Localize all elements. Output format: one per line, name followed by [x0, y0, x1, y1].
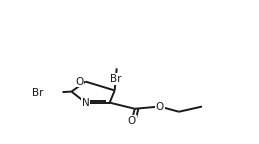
Text: O: O — [156, 102, 164, 112]
Text: O: O — [75, 77, 84, 87]
Text: Br: Br — [32, 88, 44, 98]
Text: N: N — [82, 98, 89, 108]
Text: O: O — [128, 116, 136, 126]
Text: Br: Br — [110, 74, 121, 84]
